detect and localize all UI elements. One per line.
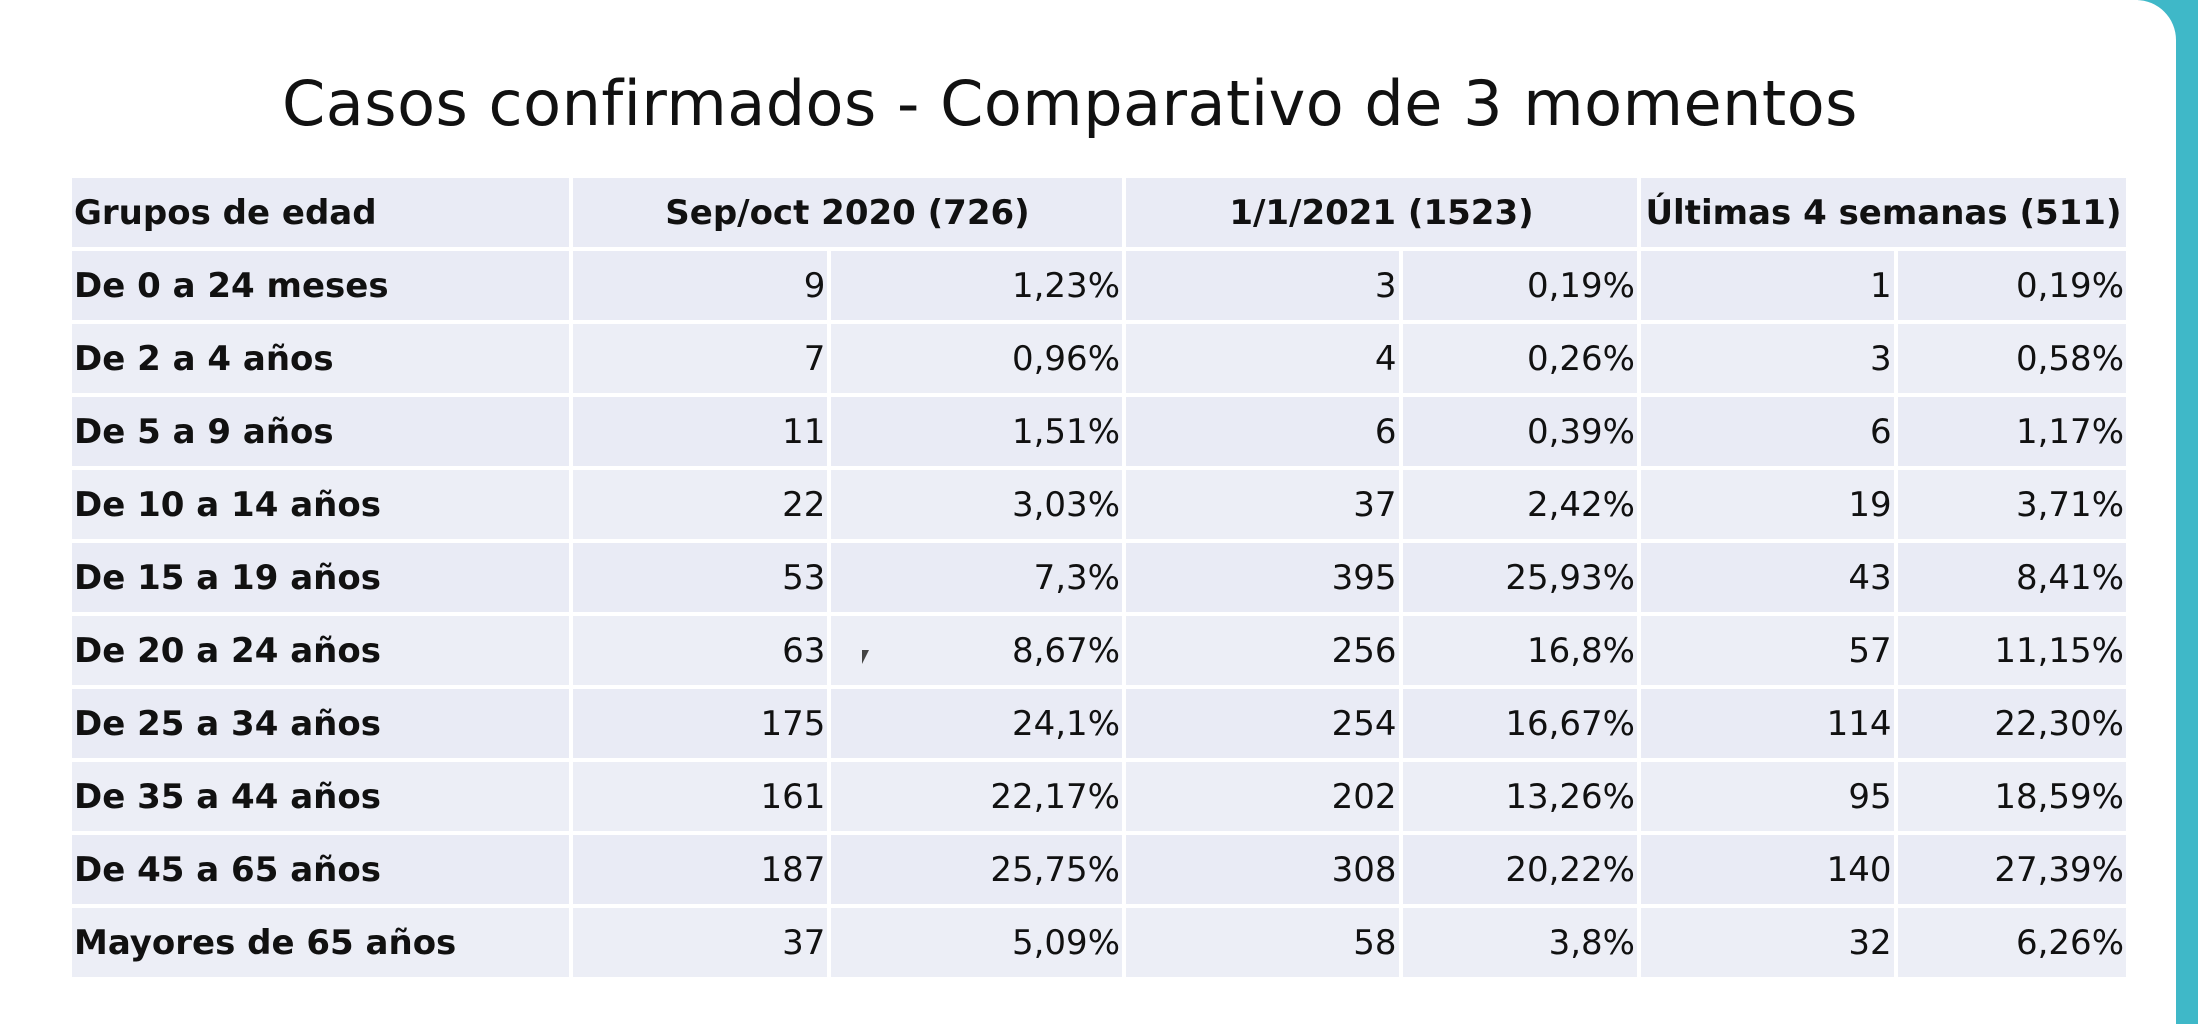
period-3-count-cell: 95	[1640, 762, 1894, 831]
table-row: De 20 a 24 años 63 8,67% 256 16,8% 57 11…	[72, 616, 2126, 685]
period-2-count-cell: 6	[1126, 397, 1399, 466]
period-1-percent-cell: 8,67%	[831, 616, 1122, 685]
period-3-percent-cell: 3,71%	[1897, 470, 2126, 539]
table-row: De 35 a 44 años 161 22,17% 202 13,26% 95…	[72, 762, 2126, 831]
period-1-count-cell: 37	[572, 908, 828, 977]
age-group-cell: De 0 a 24 meses	[72, 251, 569, 320]
period-1-percent-cell: 0,96%	[831, 324, 1122, 393]
table-row: Mayores de 65 años 37 5,09% 58 3,8% 32 6…	[72, 908, 2126, 977]
period-3-percent-cell: 6,26%	[1897, 908, 2126, 977]
period-2-count-cell: 37	[1126, 470, 1399, 539]
period-2-percent-cell: 20,22%	[1402, 835, 1637, 904]
table-row: De 25 a 34 años 175 24,1% 254 16,67% 114…	[72, 689, 2126, 758]
period-1-count-cell: 7	[572, 324, 828, 393]
period-1-count-cell: 22	[572, 470, 828, 539]
age-group-cell: De 2 a 4 años	[72, 324, 569, 393]
period-1-count-cell: 187	[572, 835, 828, 904]
age-group-cell: De 15 a 19 años	[72, 543, 569, 612]
period-2-count-cell: 202	[1126, 762, 1399, 831]
period-2-percent-cell: 3,8%	[1402, 908, 1637, 977]
period-2-count-cell: 308	[1126, 835, 1399, 904]
period-3-count-cell: 19	[1640, 470, 1894, 539]
period-2-count-cell: 4	[1126, 324, 1399, 393]
period-3-percent-cell: 22,30%	[1897, 689, 2126, 758]
period-2-percent-cell: 0,26%	[1402, 324, 1637, 393]
age-group-cell: De 35 a 44 años	[72, 762, 569, 831]
header-period-2: 1/1/2021 (1523)	[1126, 178, 1637, 247]
period-2-percent-cell: 2,42%	[1402, 470, 1637, 539]
mouse-pointer-icon	[862, 650, 876, 664]
age-group-cell: De 45 a 65 años	[72, 835, 569, 904]
period-3-percent-cell: 18,59%	[1897, 762, 2126, 831]
header-period-3: Últimas 4 semanas (511)	[1640, 178, 2126, 247]
slide-accent-bar	[2176, 0, 2198, 1024]
period-2-percent-cell: 13,26%	[1402, 762, 1637, 831]
period-1-percent-cell: 1,51%	[831, 397, 1122, 466]
period-3-percent-cell: 0,19%	[1897, 251, 2126, 320]
table-row: De 2 a 4 años 7 0,96% 4 0,26% 3 0,58%	[72, 324, 2126, 393]
period-2-percent-cell: 16,67%	[1402, 689, 1637, 758]
period-3-count-cell: 32	[1640, 908, 1894, 977]
period-3-count-cell: 57	[1640, 616, 1894, 685]
period-3-percent-cell: 27,39%	[1897, 835, 2126, 904]
age-group-cell: De 20 a 24 años	[72, 616, 569, 685]
period-3-count-cell: 43	[1640, 543, 1894, 612]
period-1-percent-cell: 25,75%	[831, 835, 1122, 904]
period-2-percent-cell: 16,8%	[1402, 616, 1637, 685]
period-2-count-cell: 256	[1126, 616, 1399, 685]
period-1-count-cell: 175	[572, 689, 828, 758]
table-header-row: Grupos de edad Sep/oct 2020 (726) 1/1/20…	[72, 178, 2126, 247]
period-3-percent-cell: 8,41%	[1897, 543, 2126, 612]
period-1-percent-cell: 1,23%	[831, 251, 1122, 320]
period-3-percent-cell: 0,58%	[1897, 324, 2126, 393]
period-1-percent-cell: 24,1%	[831, 689, 1122, 758]
age-group-cell: Mayores de 65 años	[72, 908, 569, 977]
table-row: De 0 a 24 meses 9 1,23% 3 0,19% 1 0,19%	[72, 251, 2126, 320]
period-2-count-cell: 3	[1126, 251, 1399, 320]
period-1-count-cell: 53	[572, 543, 828, 612]
period-1-percent-cell: 22,17%	[831, 762, 1122, 831]
period-2-percent-cell: 0,39%	[1402, 397, 1637, 466]
period-1-percent-cell: 7,3%	[831, 543, 1122, 612]
age-group-cell: De 10 a 14 años	[72, 470, 569, 539]
age-group-cell: De 25 a 34 años	[72, 689, 569, 758]
period-3-count-cell: 3	[1640, 324, 1894, 393]
period-2-percent-cell: 25,93%	[1402, 543, 1637, 612]
period-2-count-cell: 395	[1126, 543, 1399, 612]
period-1-count-cell: 63	[572, 616, 828, 685]
period-3-count-cell: 6	[1640, 397, 1894, 466]
period-1-count-cell: 9	[572, 251, 828, 320]
table-row: De 10 a 14 años 22 3,03% 37 2,42% 19 3,7…	[72, 470, 2126, 539]
header-age-group: Grupos de edad	[72, 178, 569, 247]
period-1-count-cell: 11	[572, 397, 828, 466]
period-3-count-cell: 114	[1640, 689, 1894, 758]
slide-title: Casos confirmados - Comparativo de 3 mom…	[282, 67, 1858, 140]
period-1-percent-cell: 3,03%	[831, 470, 1122, 539]
table-row: De 5 a 9 años 11 1,51% 6 0,39% 6 1,17%	[72, 397, 2126, 466]
table-row: De 45 a 65 años 187 25,75% 308 20,22% 14…	[72, 835, 2126, 904]
period-2-percent-cell: 0,19%	[1402, 251, 1637, 320]
period-3-percent-cell: 11,15%	[1897, 616, 2126, 685]
cases-table: Grupos de edad Sep/oct 2020 (726) 1/1/20…	[68, 174, 2130, 981]
period-2-count-cell: 254	[1126, 689, 1399, 758]
period-3-count-cell: 140	[1640, 835, 1894, 904]
period-3-percent-cell: 1,17%	[1897, 397, 2126, 466]
period-1-count-cell: 161	[572, 762, 828, 831]
period-3-count-cell: 1	[1640, 251, 1894, 320]
header-period-1: Sep/oct 2020 (726)	[572, 178, 1122, 247]
period-1-percent-cell: 5,09%	[831, 908, 1122, 977]
period-2-count-cell: 58	[1126, 908, 1399, 977]
age-group-cell: De 5 a 9 años	[72, 397, 569, 466]
table-row: De 15 a 19 años 53 7,3% 395 25,93% 43 8,…	[72, 543, 2126, 612]
